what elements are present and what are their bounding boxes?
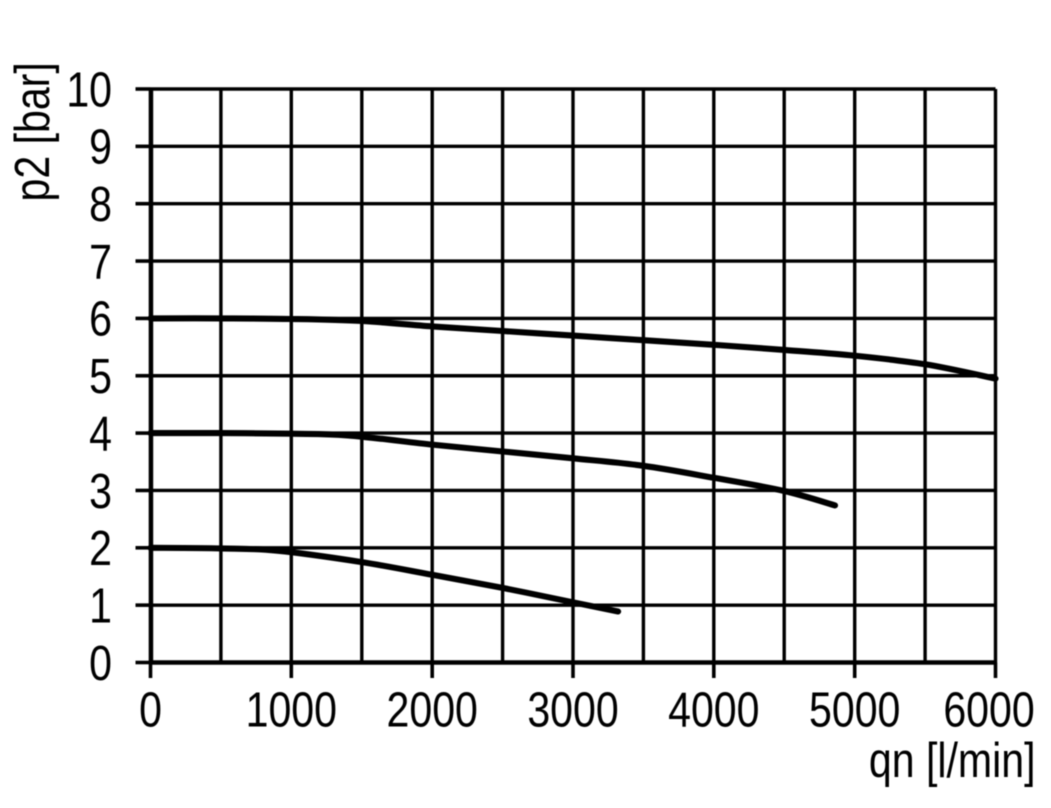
- svg-text:5: 5: [89, 348, 112, 403]
- svg-text:0: 0: [139, 682, 162, 737]
- svg-text:5000: 5000: [809, 682, 900, 737]
- svg-text:1: 1: [89, 578, 112, 633]
- svg-text:9: 9: [89, 119, 112, 174]
- svg-text:2000: 2000: [387, 682, 478, 737]
- svg-text:6000: 6000: [943, 682, 1034, 737]
- svg-text:qn [l/min]: qn [l/min]: [869, 732, 1036, 787]
- svg-text:6: 6: [89, 291, 112, 346]
- svg-text:8: 8: [89, 176, 112, 231]
- svg-text:p2 [bar]: p2 [bar]: [4, 62, 59, 201]
- svg-text:3: 3: [89, 463, 112, 518]
- svg-text:3000: 3000: [527, 682, 618, 737]
- svg-text:4: 4: [89, 406, 112, 461]
- svg-text:4000: 4000: [668, 682, 759, 737]
- svg-text:2: 2: [89, 520, 112, 575]
- svg-text:7: 7: [89, 234, 112, 289]
- svg-text:10: 10: [66, 62, 112, 117]
- svg-text:1000: 1000: [246, 682, 337, 737]
- svg-text:0: 0: [89, 635, 112, 690]
